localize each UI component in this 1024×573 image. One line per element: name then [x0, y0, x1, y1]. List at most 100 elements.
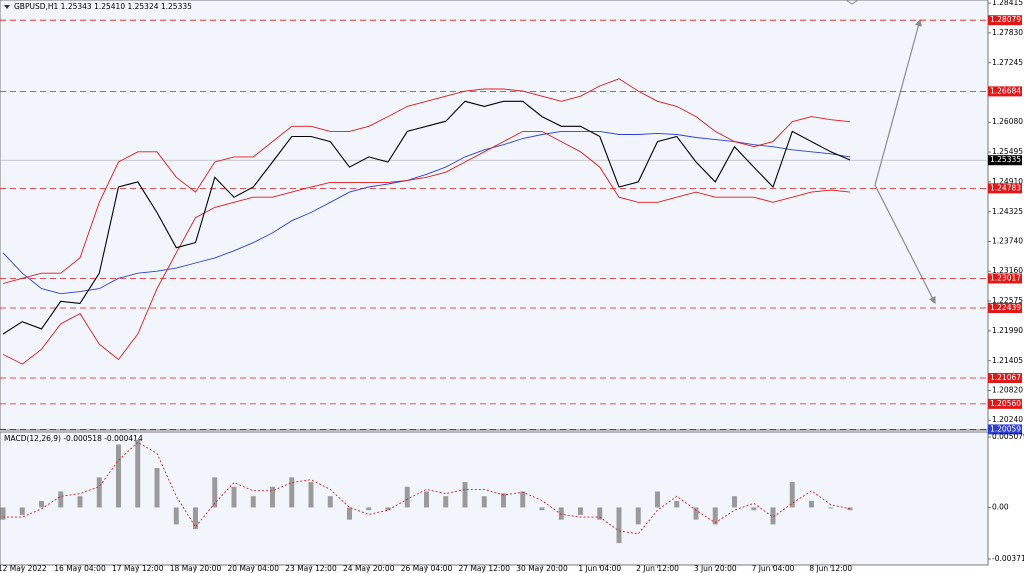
price-line [2, 100, 851, 335]
macd-bar [385, 507, 391, 511]
y-tick-label: 1.21405 [992, 356, 1023, 365]
macd-bar [135, 439, 141, 508]
forecast-arrow-up [874, 18, 922, 186]
macd-bar [443, 496, 449, 508]
macd-bar [424, 491, 429, 508]
indicator-line [2, 130, 851, 295]
macd-bar [231, 486, 237, 508]
x-tick-label: 3 Jun 20:00 [694, 564, 737, 573]
macd-bar [327, 496, 333, 508]
macd-panel [0, 431, 989, 566]
level-box [988, 86, 1022, 97]
x-tick-label: 30 May 20:00 [516, 564, 568, 573]
macd-bar [770, 507, 776, 525]
macd-bar [674, 500, 680, 508]
macd-bar [404, 486, 410, 508]
macd-bar [693, 507, 699, 520]
level-box [988, 273, 1022, 284]
macd-bar [539, 507, 545, 511]
indicator-line [2, 130, 851, 365]
macd-title: MACD(12,26,9) -0.000518 -0.000414 [4, 434, 143, 443]
macd-bar [347, 507, 352, 520]
macd-bar [828, 507, 834, 509]
chart-title: GBPUSD,H1 1.25343 1.25410 1.25324 1.2533… [14, 2, 192, 11]
macd-bar [462, 482, 468, 508]
x-tick-label: 27 May 12:00 [459, 564, 511, 573]
macd-bar [193, 507, 198, 530]
last-price-box [988, 155, 1022, 166]
y-tick-label: 1.21990 [992, 326, 1023, 335]
x-tick-label: 20 May 04:00 [228, 564, 280, 573]
forecast-arrow-down [874, 184, 936, 305]
x-tick-label: 18 May 20:00 [170, 564, 222, 573]
macd-bar [289, 477, 295, 508]
x-tick-label: 2 Jun 12:00 [636, 564, 679, 573]
y-tick-label: 0.005079 [992, 432, 1024, 441]
x-tick-label: 16 May 04:00 [54, 564, 106, 573]
y-tick-label: 1.20240 [992, 415, 1023, 424]
macd-bar [308, 482, 314, 508]
level-box [988, 15, 1022, 26]
macd-bar [366, 507, 372, 511]
macd-bar [481, 496, 487, 508]
x-tick-label: 12 May 2022 [0, 564, 47, 573]
macd-bar [19, 507, 25, 515]
y-tick-label: -0.003718 [992, 554, 1024, 563]
last-price-label: 1.25335 [990, 155, 1021, 164]
y-tick-label: 1.26080 [992, 117, 1023, 126]
y-tick-label: 1.24325 [992, 207, 1023, 216]
y-tick-label: 1.24910 [992, 177, 1023, 186]
macd-bar [173, 507, 179, 525]
macd-bar [558, 507, 564, 520]
symbol-menu-icon[interactable] [4, 5, 10, 9]
level-box [988, 183, 1022, 194]
x-tick-label: 1 Jun 04:00 [578, 564, 621, 573]
support-box [988, 424, 1022, 435]
y-tick-label: 0.00 [992, 502, 1009, 511]
macd-bar [597, 507, 603, 520]
y-tick-label: 1.28415 [992, 0, 1023, 7]
x-tick-label: 24 May 20:00 [343, 564, 395, 573]
level-box [988, 398, 1022, 409]
macd-bar [501, 493, 506, 508]
level-box [988, 373, 1022, 384]
x-tick-label: 23 May 12:00 [285, 564, 337, 573]
macd-bar [270, 486, 275, 508]
level-label: 1.26684 [990, 86, 1021, 95]
y-tick-label: 1.23740 [992, 237, 1023, 246]
macd-bar [212, 477, 218, 508]
macd-bar [116, 444, 121, 508]
macd-bar [77, 496, 83, 508]
level-box [988, 302, 1022, 313]
support-label: 1.20059 [990, 424, 1021, 433]
y-tick-label: 1.27830 [992, 28, 1023, 37]
y-tick-label: 1.20820 [992, 386, 1023, 395]
macd-bar [96, 477, 102, 508]
y-tick-label: 1.27245 [992, 58, 1023, 67]
x-tick-label: 17 May 12:00 [112, 564, 164, 573]
macd-bar [58, 491, 64, 508]
level-label: 1.23017 [990, 274, 1021, 283]
x-tick-label: 8 Jun 12:00 [809, 564, 852, 573]
macd-bar [732, 496, 737, 508]
y-tick-label: 1.22575 [992, 296, 1023, 305]
signal-line [3, 441, 851, 535]
macd-bar [789, 482, 795, 508]
macd-bar [655, 491, 660, 508]
macd-bar [847, 507, 853, 511]
level-label: 1.21067 [990, 373, 1021, 382]
macd-bar [751, 507, 757, 511]
macd-bar [154, 468, 160, 508]
macd-bar [0, 507, 6, 520]
macd-bar [39, 500, 44, 508]
scroll-marker [845, 0, 859, 5]
level-label: 1.28079 [990, 15, 1021, 24]
indicator-line [2, 78, 851, 284]
y-tick-label: 1.23160 [992, 266, 1023, 275]
level-label: 1.24783 [990, 183, 1021, 192]
macd-bar [520, 491, 526, 508]
y-tick-label: 1.25495 [992, 147, 1023, 156]
macd-bar [578, 507, 583, 515]
